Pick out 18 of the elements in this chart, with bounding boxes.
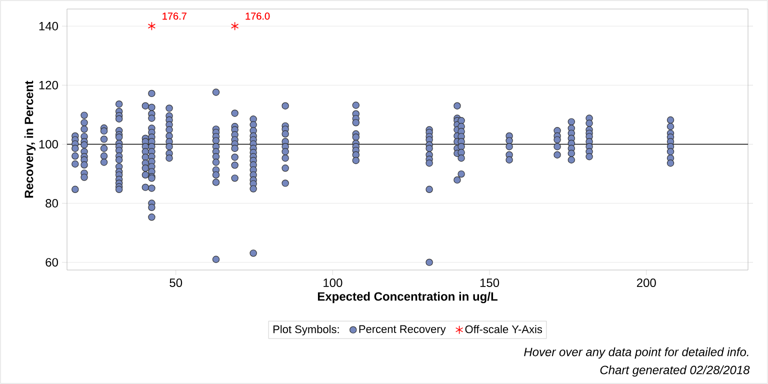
- y-axis-title: Recovery, in Percent: [24, 80, 36, 198]
- x-axis-title: Expected Concentration in ug/L: [318, 292, 498, 304]
- text: Chart generated 02/28/2018: [600, 365, 750, 377]
- y-tick-label: 120: [39, 80, 58, 90]
- annotation: 176.7: [162, 12, 186, 20]
- x-tick-label: 50: [170, 278, 182, 288]
- y-tick-label: 100: [39, 140, 58, 148]
- legend-label: Off-scale Y-Axis: [465, 325, 542, 334]
- annotation: 176.0: [246, 12, 270, 20]
- y-tick-label: 140: [39, 22, 58, 30]
- x-tick-label: 200: [636, 278, 656, 288]
- legend-label: Percent Recovery: [359, 325, 446, 336]
- y-tick-label: 80: [46, 199, 58, 208]
- x-tick-label: 150: [480, 278, 500, 288]
- legend-title: Plot Symbols:: [273, 325, 339, 336]
- y-tick-label: 60: [46, 258, 58, 267]
- x-tick-label: 100: [324, 278, 342, 288]
- text: Hover over any data point for detailed info.: [524, 347, 748, 359]
